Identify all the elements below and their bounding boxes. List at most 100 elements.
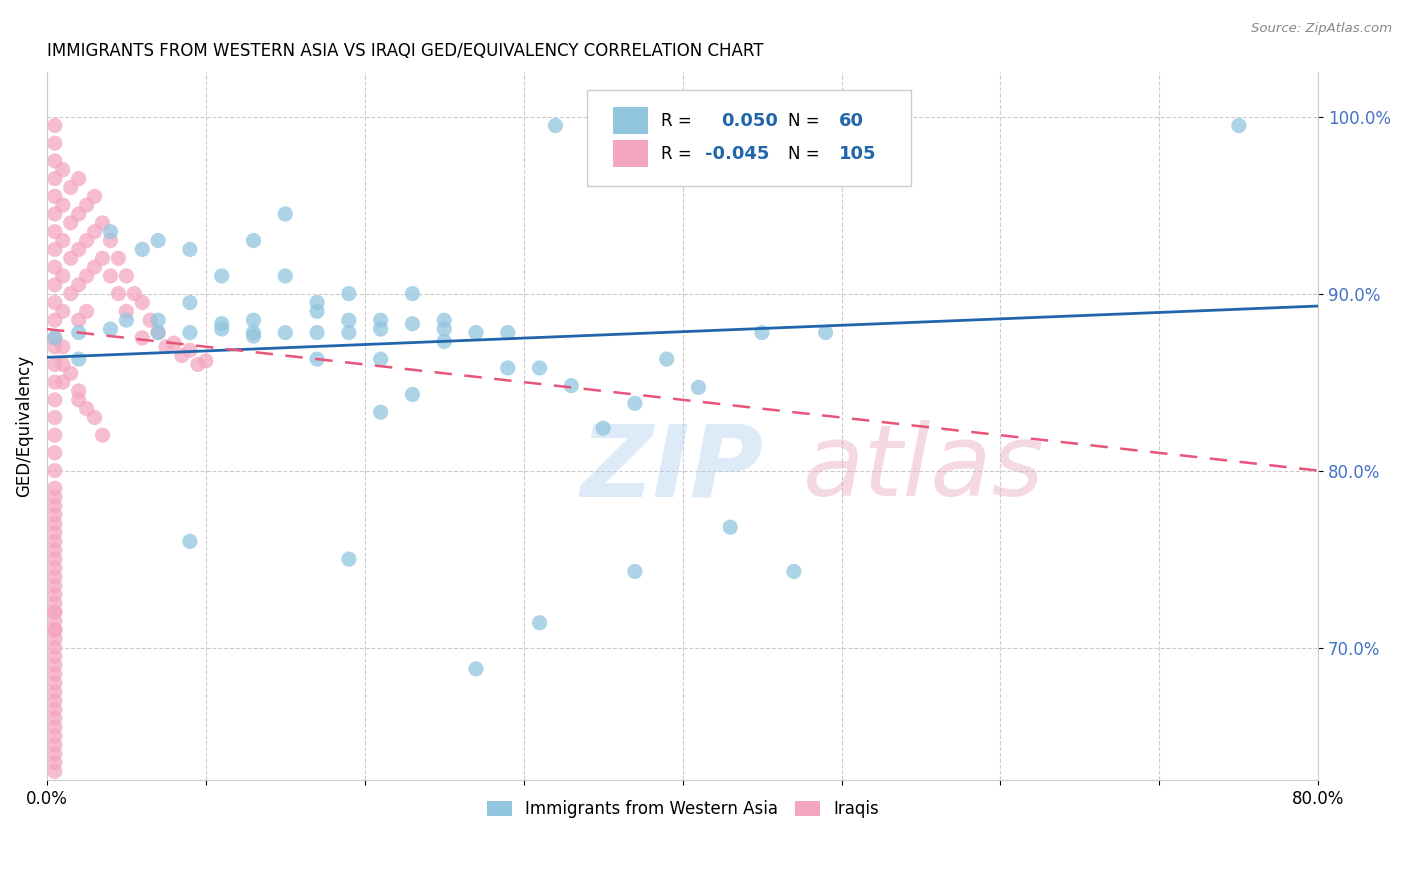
Point: [44, 189, 66, 203]
Point: [44, 693, 66, 707]
Point: [146, 313, 169, 327]
Point: [131, 243, 153, 257]
Point: [624, 565, 647, 579]
Point: [814, 326, 837, 340]
Point: [44, 685, 66, 699]
Point: [433, 322, 456, 336]
Point: [67, 326, 90, 340]
Point: [146, 326, 169, 340]
Point: [76, 234, 98, 248]
Point: [44, 464, 66, 478]
Point: [163, 336, 186, 351]
Point: [44, 667, 66, 681]
Text: 0.050: 0.050: [721, 112, 778, 129]
Point: [91, 216, 114, 230]
Point: [67, 243, 90, 257]
Point: [44, 658, 66, 673]
Point: [44, 738, 66, 752]
Point: [783, 565, 806, 579]
Point: [179, 534, 201, 549]
Point: [751, 326, 773, 340]
Point: [211, 268, 233, 283]
Point: [76, 198, 98, 212]
Point: [59, 252, 82, 266]
Point: [83, 225, 105, 239]
Point: [59, 366, 82, 380]
Point: [718, 520, 741, 534]
Point: [370, 313, 392, 327]
Point: [44, 119, 66, 133]
Text: IMMIGRANTS FROM WESTERN ASIA VS IRAQI GED/EQUIVALENCY CORRELATION CHART: IMMIGRANTS FROM WESTERN ASIA VS IRAQI GE…: [46, 42, 763, 60]
FancyBboxPatch shape: [613, 107, 648, 134]
Point: [307, 352, 329, 367]
Point: [67, 352, 90, 367]
Point: [44, 375, 66, 389]
Point: [242, 234, 264, 248]
Point: [242, 326, 264, 340]
Point: [44, 340, 66, 354]
Point: [44, 358, 66, 372]
Point: [44, 499, 66, 513]
Point: [242, 329, 264, 343]
Point: [688, 380, 710, 394]
Point: [52, 358, 75, 372]
Text: ZIP: ZIP: [581, 420, 763, 517]
Point: [52, 234, 75, 248]
Point: [496, 326, 519, 340]
Point: [52, 268, 75, 283]
Point: [76, 268, 98, 283]
Point: [337, 313, 360, 327]
Point: [44, 313, 66, 327]
Point: [44, 295, 66, 310]
Point: [67, 392, 90, 407]
Y-axis label: GED/Equivalency: GED/Equivalency: [15, 355, 32, 498]
Point: [307, 304, 329, 318]
Text: atlas: atlas: [803, 420, 1045, 517]
Point: [337, 286, 360, 301]
Point: [44, 561, 66, 575]
Point: [1227, 119, 1250, 133]
Point: [44, 729, 66, 743]
Point: [624, 396, 647, 410]
Point: [179, 326, 201, 340]
Point: [146, 326, 169, 340]
Point: [560, 378, 582, 392]
Text: R =: R =: [661, 112, 692, 129]
Point: [115, 313, 138, 327]
Point: [370, 322, 392, 336]
Point: [44, 649, 66, 664]
Point: [170, 349, 193, 363]
Point: [496, 361, 519, 376]
Point: [179, 243, 201, 257]
Point: [146, 234, 169, 248]
Point: [100, 268, 122, 283]
Point: [59, 286, 82, 301]
Point: [44, 720, 66, 734]
Point: [155, 340, 177, 354]
Point: [44, 277, 66, 292]
Point: [337, 552, 360, 566]
Point: [44, 605, 66, 619]
Point: [433, 313, 456, 327]
Point: [83, 260, 105, 274]
Point: [44, 623, 66, 637]
Point: [44, 153, 66, 168]
Point: [100, 225, 122, 239]
Point: [370, 352, 392, 367]
Point: [44, 605, 66, 619]
FancyBboxPatch shape: [588, 90, 911, 186]
Point: [529, 361, 551, 376]
Point: [67, 207, 90, 221]
Point: [44, 207, 66, 221]
Point: [115, 304, 138, 318]
Point: [465, 326, 488, 340]
Point: [44, 534, 66, 549]
Text: -0.045: -0.045: [706, 145, 770, 163]
Point: [44, 410, 66, 425]
Point: [44, 623, 66, 637]
Point: [44, 516, 66, 531]
Text: 60: 60: [839, 112, 863, 129]
Point: [274, 268, 297, 283]
Point: [211, 322, 233, 336]
Point: [44, 490, 66, 504]
